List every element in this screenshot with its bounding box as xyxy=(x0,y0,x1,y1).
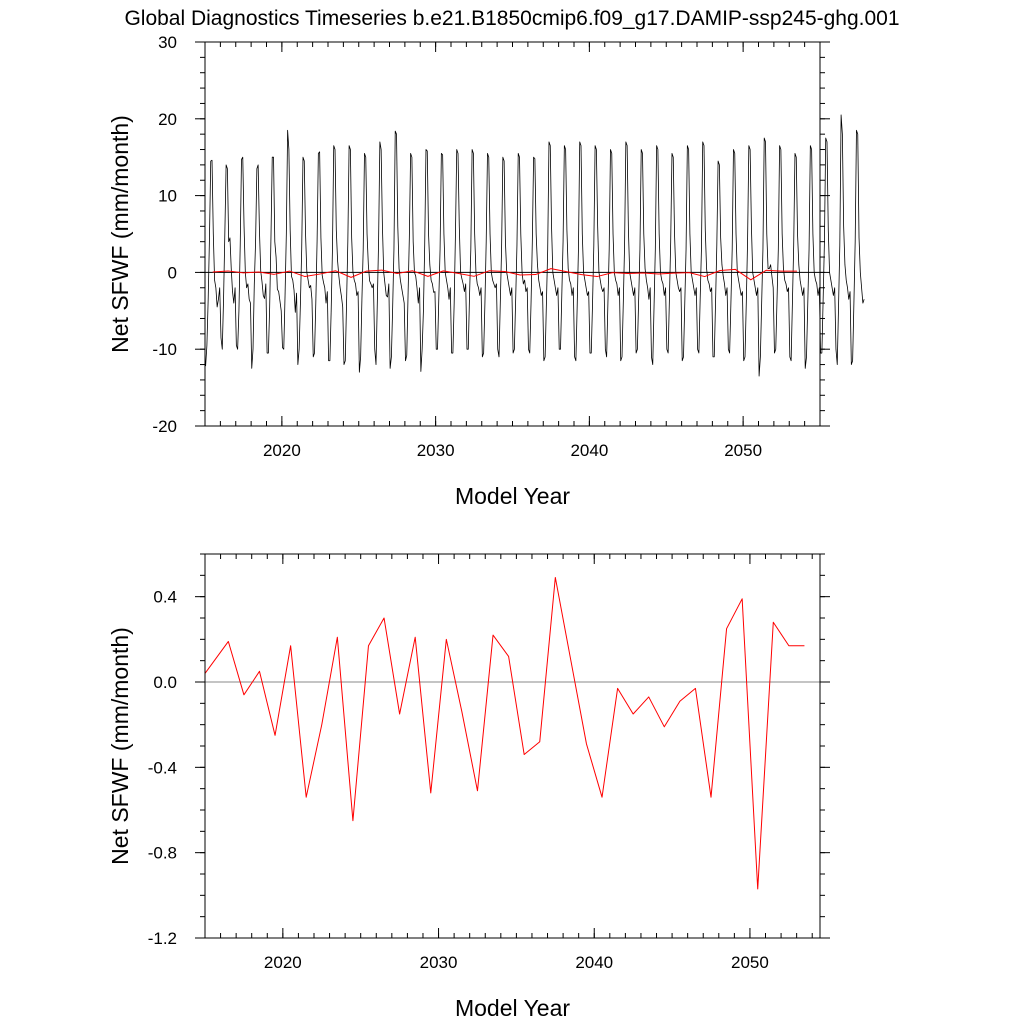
bottom-panel: 2020 2030 2040 2050 -1.2 -0.8 -0.4 0.0 0.4 Model… xyxy=(107,553,830,1021)
y-tick-label: 0.4 xyxy=(153,588,177,607)
x-tick-label: 2030 xyxy=(420,953,458,972)
y-tick-label: -0.4 xyxy=(148,758,177,777)
bottom-panel-tick-labels: 2020 2030 2040 2050 -1.2 -0.8 -0.4 0.0 0.4 xyxy=(148,588,769,972)
bottom-panel-y-axis-label: Net SFWF (mm/month) xyxy=(107,627,133,865)
y-tick-label: -0.8 xyxy=(148,844,177,863)
y-tick-label: 0 xyxy=(168,263,177,282)
bottom-panel-series xyxy=(204,576,805,890)
top-panel-series xyxy=(205,114,865,377)
y-tick-label: 20 xyxy=(158,110,177,129)
y-tick-label: 30 xyxy=(158,33,177,52)
x-tick-label: 2040 xyxy=(570,441,608,460)
y-tick-label: 0.0 xyxy=(153,673,177,692)
x-tick-label: 2050 xyxy=(731,953,769,972)
bottom-panel-frame xyxy=(204,553,821,939)
top-panel-frame xyxy=(204,41,821,427)
top-panel-ticks xyxy=(195,41,830,427)
y-tick-label: 10 xyxy=(158,187,177,206)
y-tick-label: -1.2 xyxy=(148,929,177,948)
x-tick-label: 2050 xyxy=(724,441,762,460)
top-panel-y-axis-label: Net SFWF (mm/month) xyxy=(107,115,133,353)
x-tick-label: 2040 xyxy=(575,953,613,972)
top-panel-x-axis-label: Model Year xyxy=(455,483,570,509)
bottom-panel-x-axis-label: Model Year xyxy=(455,995,570,1021)
p0-annual-series-line xyxy=(212,268,797,281)
x-tick-label: 2020 xyxy=(263,441,301,460)
x-tick-label: 2030 xyxy=(417,441,455,460)
p0-monthly-series-line xyxy=(205,114,865,377)
y-tick-label: -20 xyxy=(152,417,177,436)
y-tick-label: -10 xyxy=(152,340,177,359)
x-tick-label: 2020 xyxy=(264,953,302,972)
bottom-panel-ticks xyxy=(195,553,830,939)
p1-annual-series-line xyxy=(204,576,805,890)
figure-title: Global Diagnostics Timeseries b.e21.B185… xyxy=(124,7,899,30)
